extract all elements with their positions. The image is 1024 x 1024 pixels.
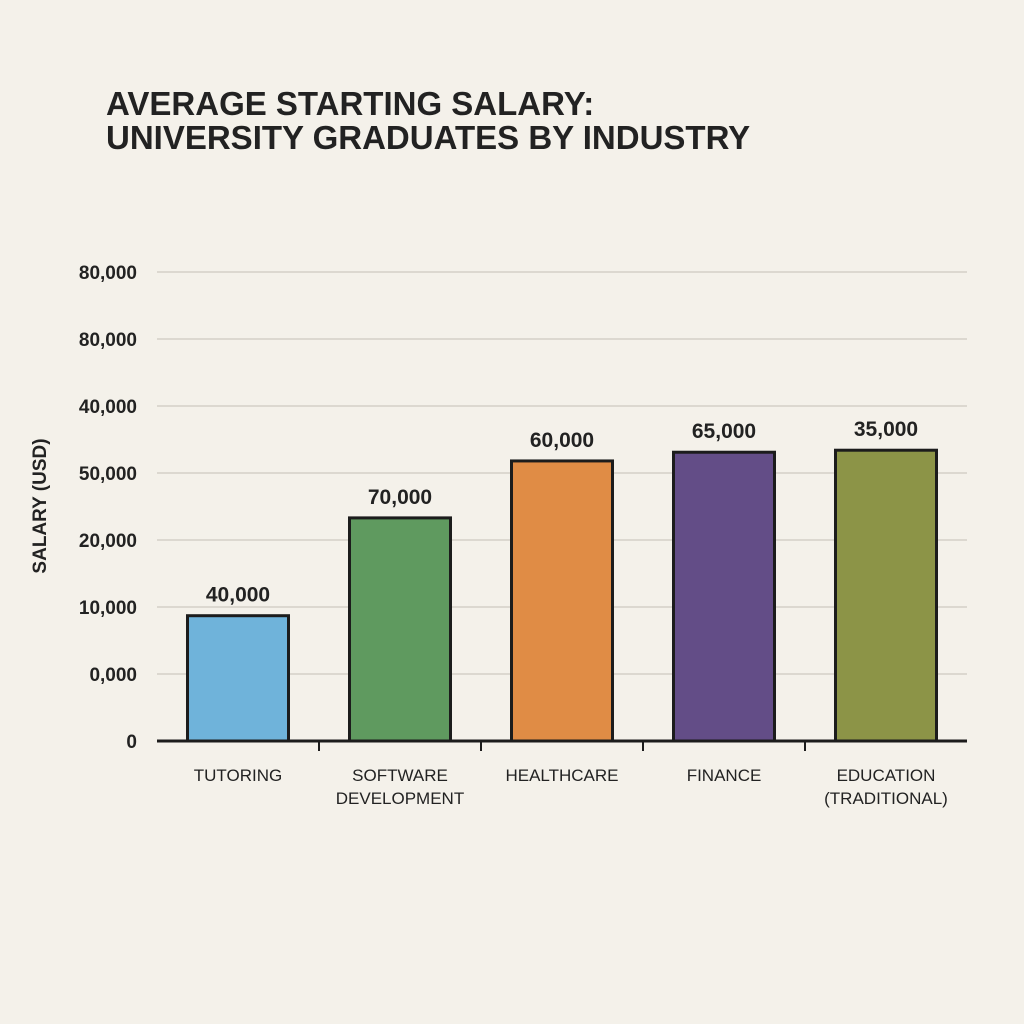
y-tick-label: 0 — [126, 732, 137, 753]
y-tick-label: 10,000 — [79, 598, 137, 619]
x-category-label: DEVELOPMENT — [336, 789, 464, 808]
y-tick-label: 80,000 — [79, 330, 137, 351]
data-label: 70,000 — [368, 486, 432, 509]
x-category-label: TUTORING — [194, 766, 282, 785]
chart-title-line: UNIVERSITY GRADUATES BY INDUSTRY — [106, 119, 750, 156]
x-category-label: SOFTWARE — [352, 766, 448, 785]
y-tick-label: 40,000 — [79, 397, 137, 418]
y-tick-label: 50,000 — [79, 464, 137, 485]
data-label: 60,000 — [530, 429, 594, 452]
x-category-label: FINANCE — [687, 766, 762, 785]
data-label: 35,000 — [854, 418, 918, 441]
x-category-label: EDUCATION — [837, 766, 936, 785]
y-tick-label: 0,000 — [89, 665, 137, 686]
x-category-label: (TRADITIONAL) — [824, 789, 948, 808]
bar — [672, 450, 776, 743]
bar — [834, 448, 938, 743]
y-tick-label: 80,000 — [79, 263, 137, 284]
data-label: 40,000 — [206, 584, 270, 607]
chart-title-line: AVERAGE STARTING SALARY: — [106, 85, 594, 122]
bar — [348, 516, 452, 743]
bar — [510, 459, 614, 743]
data-label: 65,000 — [692, 420, 756, 443]
y-tick-label: 20,000 — [79, 531, 137, 552]
y-axis-label: SALARY (USD) — [30, 438, 51, 573]
bar — [186, 614, 290, 743]
x-category-label: HEALTHCARE — [505, 766, 618, 785]
